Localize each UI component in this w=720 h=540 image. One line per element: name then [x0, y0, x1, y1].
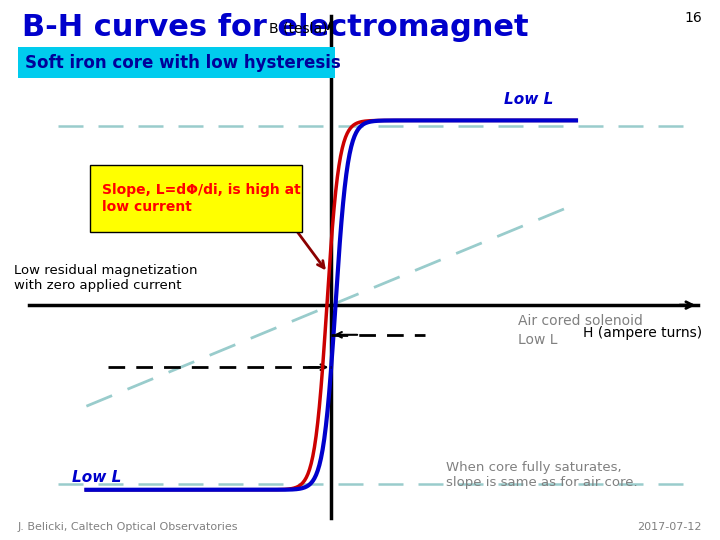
Text: Low residual magnetization
with zero applied current: Low residual magnetization with zero app… [14, 264, 198, 292]
Text: Low L: Low L [72, 470, 122, 485]
Text: Slope, L=dΦ/di, is high at
low current: Slope, L=dΦ/di, is high at low current [102, 184, 301, 213]
Text: Low L: Low L [518, 333, 558, 347]
Text: B-H curves for electromagnet: B-H curves for electromagnet [22, 14, 528, 43]
FancyBboxPatch shape [18, 47, 335, 78]
Text: H (ampere turns): H (ampere turns) [583, 326, 702, 340]
Text: J. Belicki, Caltech Optical Observatories: J. Belicki, Caltech Optical Observatorie… [18, 522, 238, 532]
Text: Air cored solenoid: Air cored solenoid [518, 314, 643, 328]
FancyBboxPatch shape [90, 165, 302, 232]
Text: 2017-07-12: 2017-07-12 [637, 522, 702, 532]
Text: When core fully saturates,
slope is same as for air core.: When core fully saturates, slope is same… [446, 461, 638, 489]
Text: 16: 16 [684, 11, 702, 25]
Text: B (tesla): B (tesla) [269, 22, 328, 36]
Text: Low L: Low L [504, 92, 554, 107]
Text: Soft iron core with low hysteresis: Soft iron core with low hysteresis [25, 53, 341, 72]
